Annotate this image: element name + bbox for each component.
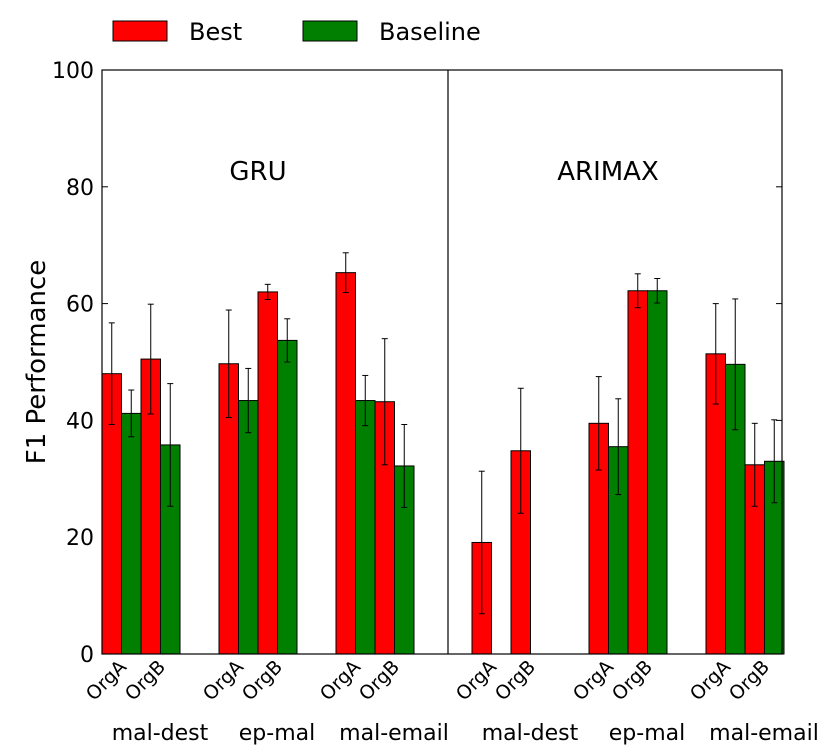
bar-baseline — [647, 290, 668, 655]
panel-label-arimax: ARIMAX — [557, 157, 659, 187]
legend-swatch-best — [112, 20, 168, 42]
bar-best — [257, 291, 278, 655]
org-tick-label: OrgB — [238, 656, 287, 705]
org-tick-label: OrgA — [686, 656, 735, 705]
bar-baseline — [238, 400, 259, 655]
panel-label-gru: GRU — [229, 157, 286, 187]
y-axis-ticks: 0 20 40 60 80 100 — [52, 59, 782, 668]
bar-best — [335, 272, 356, 655]
y-tick-label: 0 — [80, 643, 94, 668]
org-tick-label: OrgA — [316, 656, 365, 705]
bar-baseline — [121, 412, 142, 655]
org-tick-label: OrgA — [199, 656, 248, 705]
org-tick-label: OrgB — [608, 656, 657, 705]
bars-layer — [101, 252, 785, 655]
bar-best — [627, 290, 648, 655]
org-tick-label: OrgB — [121, 656, 170, 705]
legend-swatch-baseline — [302, 20, 358, 42]
bar-baseline — [277, 339, 298, 655]
y-tick-label: 40 — [66, 409, 94, 434]
group-label: mal-dest — [482, 721, 579, 746]
group-label: mal-email — [339, 721, 449, 746]
org-tick-label: OrgB — [355, 656, 404, 705]
y-axis-title: F1 Performance — [22, 260, 52, 465]
y-tick-label: 60 — [66, 293, 94, 318]
y-tick-label: 100 — [52, 59, 94, 84]
legend: Best Baseline — [112, 18, 481, 46]
y-tick-label: 20 — [66, 526, 94, 551]
legend-label-baseline: Baseline — [379, 18, 481, 46]
x-axis-labels: OrgAOrgBmal-destOrgAOrgBep-malOrgAOrgBma… — [82, 656, 819, 746]
group-label: ep-mal — [609, 721, 685, 746]
org-tick-label: OrgA — [569, 656, 618, 705]
plot-area-frame — [101, 69, 783, 655]
group-label: mal-email — [709, 721, 819, 746]
group-label: ep-mal — [239, 721, 315, 746]
y-tick-label: 80 — [66, 176, 94, 201]
org-tick-label: OrgB — [491, 656, 540, 705]
org-tick-label: OrgB — [725, 656, 774, 705]
group-label: mal-dest — [112, 721, 209, 746]
legend-label-best: Best — [189, 18, 242, 46]
org-tick-label: OrgA — [452, 656, 501, 705]
bar-baseline — [355, 400, 376, 655]
